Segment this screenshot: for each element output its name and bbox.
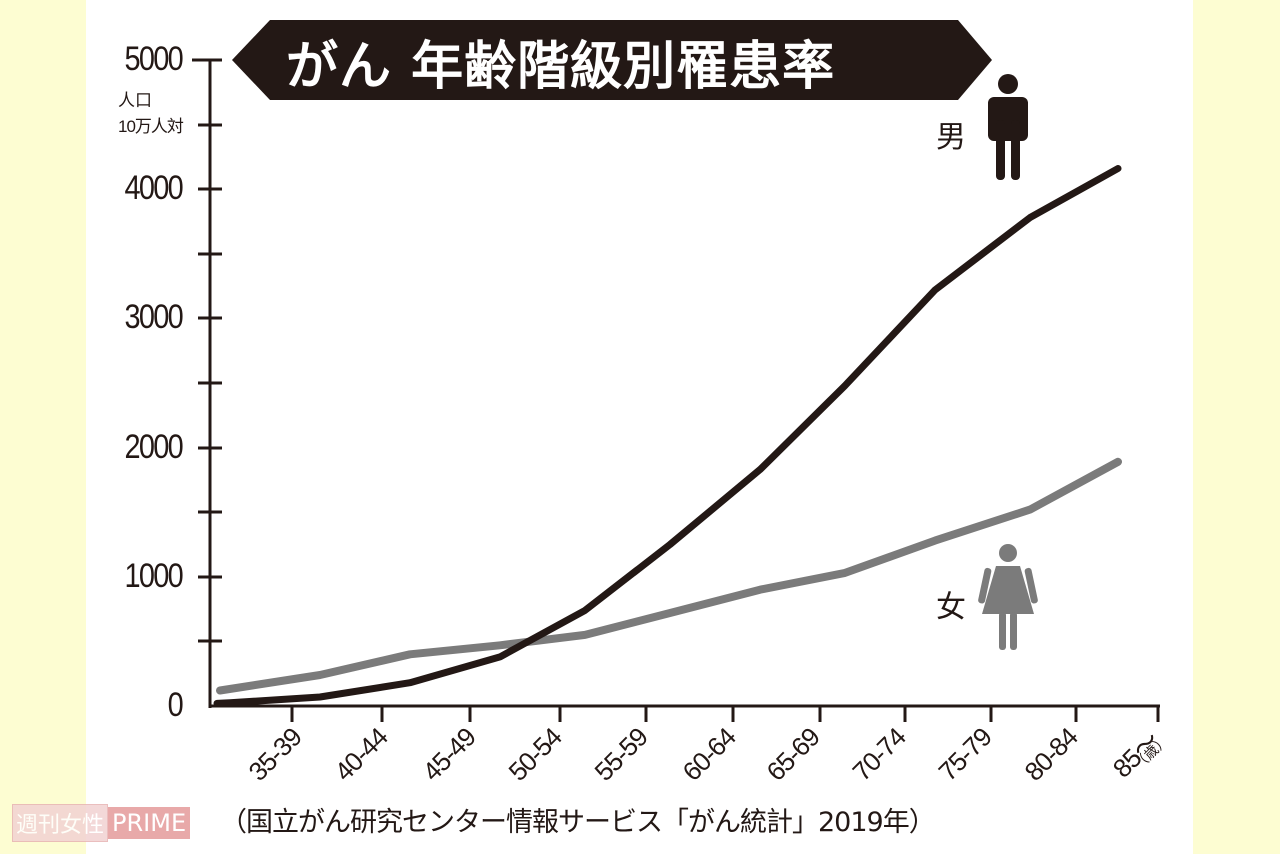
female-person-icon — [978, 544, 1038, 650]
y-unit-line2: 10万人対 — [118, 117, 184, 136]
y-axis-ticks — [192, 58, 222, 643]
male-legend-label: 男 — [936, 120, 966, 155]
source-caption: （国立がん研究センター情報サービス「がん統計」2019年） — [220, 807, 936, 838]
y-tick-label-4000: 4000 — [124, 169, 184, 207]
male-person-icon — [988, 74, 1028, 180]
x-axis-ticks — [290, 706, 1160, 722]
watermark-text-jp: 週刊女性 — [12, 804, 109, 842]
y-tick-label-1000: 1000 — [124, 557, 184, 595]
watermark-logo: 週刊女性 PRIME — [12, 804, 191, 842]
watermark-text-en: PRIME — [108, 807, 191, 839]
y-tick-label-2000: 2000 — [124, 428, 184, 466]
y-unit-line1: 人口 — [118, 91, 152, 110]
female-legend-label: 女 — [936, 590, 966, 625]
male-series-line — [213, 165, 1122, 707]
y-tick-label-0: 0 — [167, 686, 184, 724]
y-tick-label-5000: 5000 — [124, 40, 184, 78]
right-margin — [1193, 0, 1280, 854]
title-banner — [232, 20, 992, 100]
y-tick-label-3000: 3000 — [124, 298, 184, 336]
left-margin — [0, 0, 86, 854]
female-series-line — [216, 457, 1122, 695]
chart-title: がん 年齢階級別罹患率 — [286, 37, 836, 97]
chart-panel — [86, 0, 1193, 854]
